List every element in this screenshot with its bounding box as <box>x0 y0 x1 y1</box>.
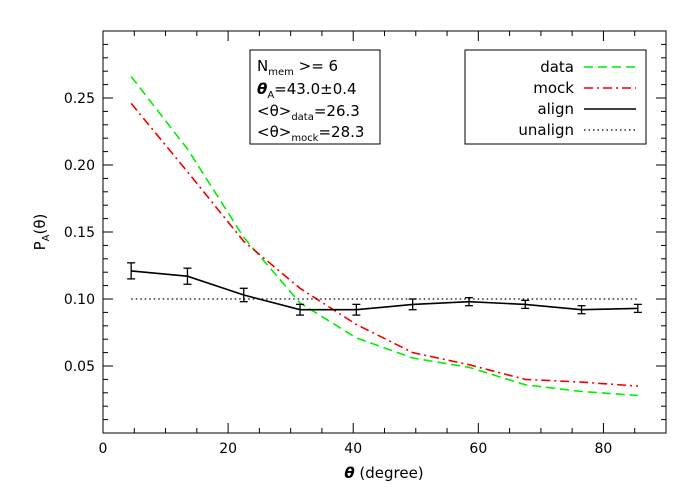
annotation-mean-data: <θ>data=26.3 <box>257 102 360 123</box>
series-line-data <box>130 76 638 397</box>
y-axis-label: PA(θ) <box>31 214 52 251</box>
series-line-mock <box>130 102 638 387</box>
annotation-box: Nmem >= 6 θA=43.0±0.4 <θ>data=26.3 <θ>mo… <box>249 49 381 145</box>
x-tick-label: 40 <box>344 441 362 457</box>
y-tick-label: 0.20 <box>64 158 95 174</box>
y-tick-label: 0.15 <box>64 225 95 241</box>
legend-label-align: align <box>537 100 574 118</box>
series-data <box>130 76 638 397</box>
x-tick-label: 20 <box>219 441 237 457</box>
annotation-mean-mock: <θ>mock=28.3 <box>257 123 364 144</box>
legend-label-data: data <box>540 58 574 76</box>
x-tick-label: 80 <box>595 441 613 457</box>
x-axis-label: θ (degree) <box>344 464 423 482</box>
annotation-theta-a: θA=43.0±0.4 <box>257 80 357 101</box>
y-tick-label: 0.10 <box>64 292 95 308</box>
legend-label-unalign: unalign <box>518 121 574 139</box>
annotation-frame <box>249 49 381 145</box>
y-tick-label: 0.25 <box>64 91 95 107</box>
legend-frame <box>464 49 647 145</box>
series-mock <box>130 102 638 387</box>
axis-ticks <box>102 31 667 433</box>
legend: data mock align unalign <box>464 49 647 145</box>
x-tick-label: 0 <box>99 441 108 457</box>
legend-label-mock: mock <box>533 79 574 97</box>
series-align <box>127 262 642 316</box>
x-tick-label: 60 <box>469 441 487 457</box>
tick-labels: 0 20 40 60 80 0.05 0.10 0.15 0.20 0.25 <box>64 91 613 457</box>
annotation-nmem: Nmem >= 6 <box>257 57 338 78</box>
series-layer <box>127 76 642 397</box>
y-tick-label: 0.05 <box>64 359 95 375</box>
series-line-align <box>131 270 638 311</box>
